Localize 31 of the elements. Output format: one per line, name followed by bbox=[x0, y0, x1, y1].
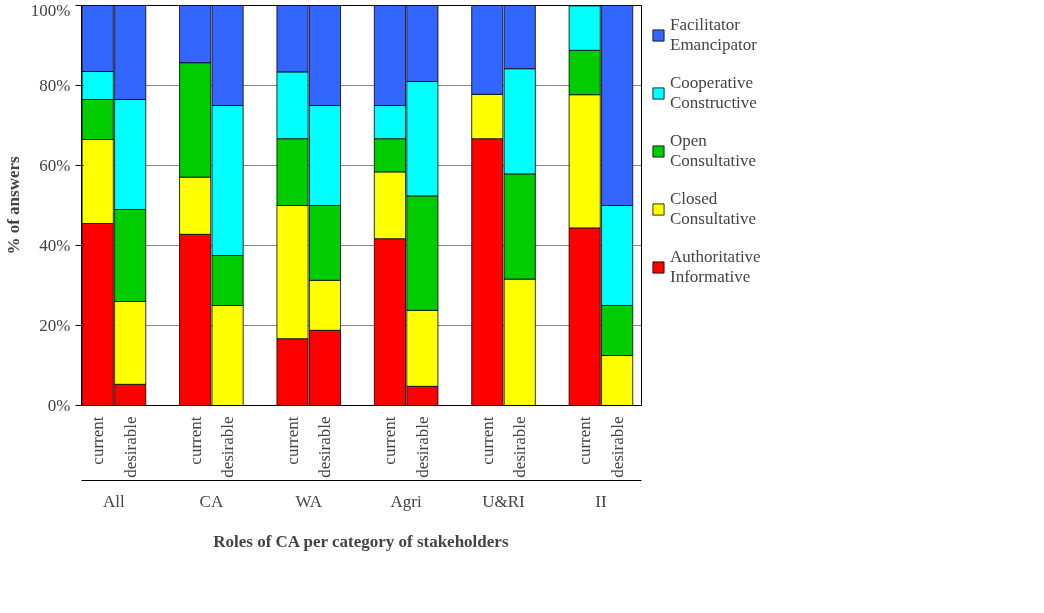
text: CA bbox=[199, 491, 224, 511]
text: Agri bbox=[390, 491, 422, 511]
x-tick-label: current bbox=[185, 416, 205, 465]
x-tick-label: desirable bbox=[607, 416, 627, 478]
legend-label: Closed Consultative bbox=[670, 189, 756, 229]
legend-label: Open Consultative bbox=[670, 131, 756, 171]
legend-label: Authoritative Informative bbox=[670, 247, 761, 287]
x-tick-label: desirable bbox=[412, 416, 432, 478]
text: U&RI bbox=[482, 491, 526, 511]
text: WA bbox=[295, 491, 323, 511]
x-tick-label: desirable bbox=[315, 416, 335, 478]
x-tick-label: current bbox=[477, 416, 497, 465]
y-tick-label: 60% bbox=[39, 156, 71, 175]
y-tick-label: 20% bbox=[39, 316, 71, 335]
y-tick-label: 40% bbox=[39, 236, 71, 255]
text: All bbox=[103, 491, 126, 511]
x-axis-title: Roles of CA per category of stakeholders bbox=[213, 531, 509, 551]
x-tick-label: current bbox=[575, 416, 595, 465]
y-tick-label: 100% bbox=[30, 0, 71, 20]
x-tick-label: current bbox=[88, 416, 108, 465]
x-tick-label: desirable bbox=[218, 416, 238, 478]
text: II bbox=[595, 491, 607, 511]
y-tick-label: 80% bbox=[39, 76, 71, 95]
legend-label: Facilitator Emancipator bbox=[670, 15, 757, 55]
y-axis-title: % of answers bbox=[3, 156, 23, 255]
x-tick-label: current bbox=[283, 416, 303, 465]
x-tick-label: desirable bbox=[120, 416, 140, 478]
y-tick-label: 0% bbox=[47, 396, 71, 415]
x-tick-label: current bbox=[380, 416, 400, 465]
legend-label: Cooperative Constructive bbox=[670, 73, 757, 113]
x-tick-label: desirable bbox=[510, 416, 530, 478]
